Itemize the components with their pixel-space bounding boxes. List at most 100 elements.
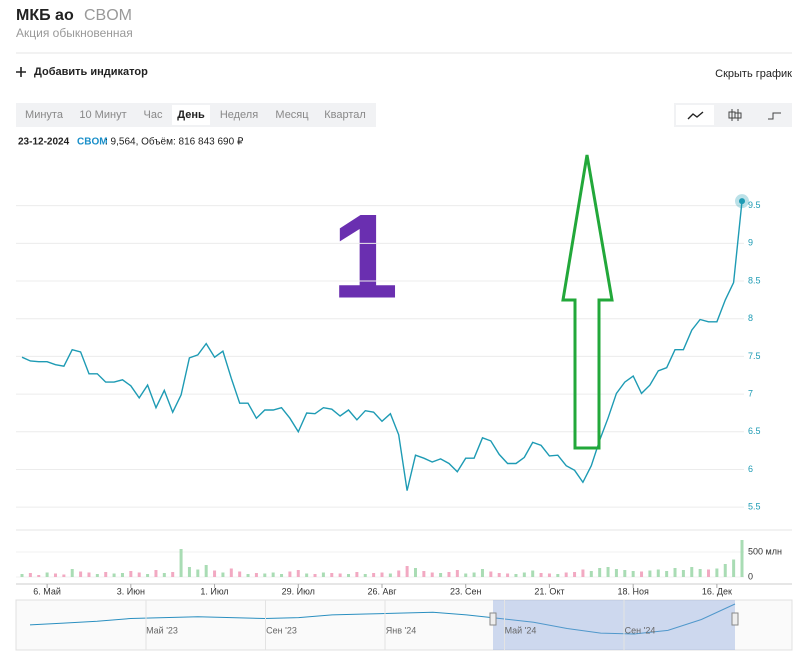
plus-icon[interactable] [16,67,26,77]
volume-bar [556,574,560,577]
volume-bar [129,571,133,577]
y-tick-label: 9 [748,238,753,248]
volume-bar [372,573,376,577]
chart: 5.5 6 6.5 7 7.5 8 8.5 9 9.5 0 500 млн 6. Май 3. Июн 1… [15,194,793,651]
volume-bar [87,572,91,577]
info-text: : 9,564, Объём: 816 843 690 ₽ [105,136,244,148]
info-code: CBOM [77,137,108,148]
volume-bar [531,570,535,577]
volume-bar [480,569,484,577]
volume-bar [28,573,32,577]
volume-bar [439,573,443,577]
x-tick-label: 26. Авг [367,586,397,596]
y-tick-label: 7.5 [748,351,761,361]
y-tick-label: 8 [748,313,753,323]
volume-bar [179,549,183,577]
x-tick-label: 3. Июн [117,586,145,596]
volume-bar [238,571,242,577]
volume-bar [137,572,141,577]
volume-bar [455,570,459,577]
volume-bar [681,570,685,577]
candle-icon[interactable] [728,109,742,121]
volume-bar [497,573,501,577]
volume-bar [522,572,526,577]
volume-bar [715,568,719,577]
volume-bar [723,564,727,577]
y-tick-label: 6.5 [748,426,761,436]
code: CBOM [84,7,132,24]
x-tick-label: 16. Дек [702,586,732,596]
volume-bar [321,572,325,577]
volume-bar [146,574,150,577]
volume-bar [296,570,300,577]
period-tab[interactable]: Час [144,109,163,121]
y2-tick-label: 0 [748,571,753,581]
volume-bar [447,572,451,577]
volume-bar [254,573,258,577]
volume-bar [288,571,292,577]
price-line [21,201,743,491]
subtitle: Акция обыкновенная [16,26,133,40]
volume-bar [732,559,736,577]
y-tick-label: 6 [748,464,753,474]
navigator-label: Янв '24 [386,625,416,635]
volume-bar [489,571,493,577]
volume-bar [740,540,744,577]
period-tab[interactable]: Минута [25,109,64,121]
navigator-handle [489,612,497,626]
navigator-label: Май '24 [505,625,537,635]
volume-bar [640,571,644,577]
volume-bar [120,573,124,577]
volume-bar [246,574,250,577]
volume-bar [280,574,284,577]
annotation: 1 [332,190,399,324]
volume-bar [514,574,518,577]
period-tab[interactable]: Квартал [324,109,366,121]
y-tick-label: 7 [748,388,753,398]
hide-chart[interactable]: Скрыть график [715,68,792,80]
y-tick-label: 9.5 [748,200,761,210]
line-icon[interactable] [687,111,704,120]
volume-bar [397,570,401,577]
volume-bar [631,571,635,577]
volume-bar [355,572,359,577]
volume-bar [472,572,476,577]
volume-bar [698,569,702,577]
volume-bar [162,573,166,577]
volume-bar [430,572,434,577]
add-indicator[interactable]: Добавить индикатор [34,66,148,78]
x-tick-label: 1. Июл [200,586,228,596]
last-point [739,198,745,205]
volume-bar [380,572,384,577]
period-tab[interactable]: 10 Минут [79,109,126,121]
volume-bar [363,574,367,577]
volume-bar [547,573,551,577]
volume-bar [154,570,158,577]
volume-bar [62,574,66,577]
volume-bar [171,572,175,577]
navigator-line [29,603,736,635]
period-tab[interactable]: Месяц [275,109,309,121]
arrow [561,154,614,450]
volume-bar [305,573,309,577]
period-tab[interactable]: Неделя [220,109,258,121]
x-tick-label: 23. Сен [450,586,482,596]
volume-bar [589,571,593,577]
step-icon[interactable] [768,112,781,120]
volume-bar [221,572,225,577]
volume-bar [581,569,585,577]
navigator-label: Сен '23 [266,625,297,635]
volume-bar [506,573,510,577]
volume-bar [187,567,191,577]
volume-bar [623,570,627,577]
x-tick-label: 18. Ноя [617,586,649,596]
volume-bar [45,572,49,577]
volume-bar [422,571,426,577]
navigator-selection [493,600,735,650]
period-tab[interactable]: День [177,109,205,121]
navigator-bg [15,599,793,651]
navigator-label: Сен '24 [625,625,656,635]
volume-bar [347,574,351,577]
volume-bar [263,573,267,577]
